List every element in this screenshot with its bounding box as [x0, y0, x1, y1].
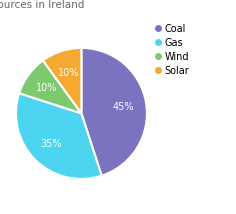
Text: Power Sources in Ireland: Power Sources in Ireland — [0, 0, 84, 10]
Text: 10%: 10% — [58, 68, 79, 78]
Wedge shape — [43, 48, 81, 113]
Text: 10%: 10% — [36, 83, 58, 93]
Wedge shape — [16, 93, 102, 179]
Wedge shape — [19, 60, 81, 113]
Text: 35%: 35% — [41, 138, 62, 149]
Wedge shape — [81, 48, 147, 176]
Text: 45%: 45% — [113, 102, 134, 112]
Legend: Coal, Gas, Wind, Solar: Coal, Gas, Wind, Solar — [154, 22, 191, 77]
